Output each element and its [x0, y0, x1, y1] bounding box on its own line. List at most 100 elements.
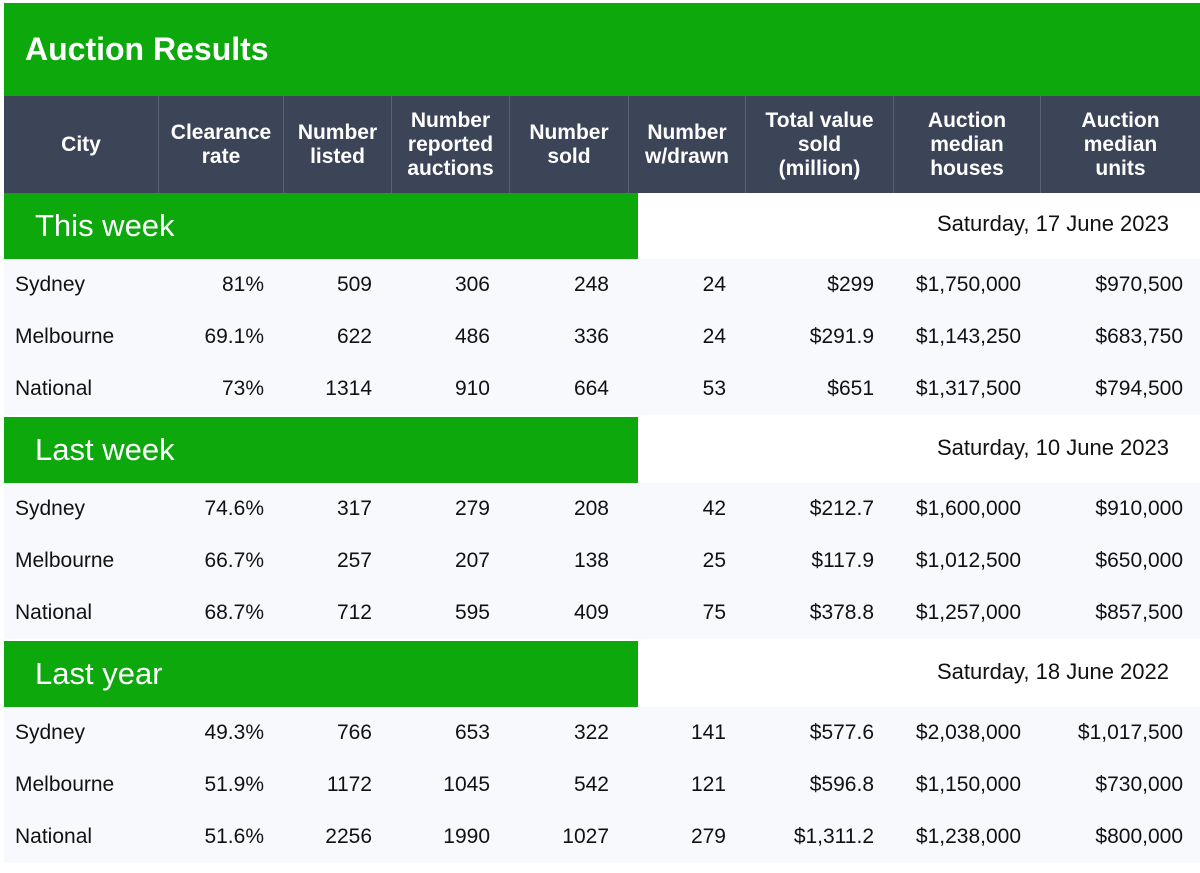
cell-median-houses: $1,750,000 — [915, 273, 1021, 296]
cell-total-value-sold: $117.9 — [811, 549, 874, 572]
cell-clearance-rate: 73% — [221, 377, 264, 400]
cell-median-houses: $1,257,000 — [915, 601, 1021, 624]
cell-clearance-rate: 69.1% — [204, 325, 264, 348]
cell-number-withdrawn: 24 — [702, 273, 726, 296]
column-header-total-value-sold: Total value sold (million) — [746, 96, 894, 193]
cell-median-units: $730,000 — [1095, 773, 1183, 796]
cell-city: Melbourne — [15, 325, 115, 348]
cell-number-sold: 1027 — [562, 825, 609, 848]
cell-total-value-sold: $651 — [827, 377, 874, 400]
column-header-number-reported-auctions: Number reported auctions — [392, 96, 510, 193]
cell-median-houses: $1,150,000 — [915, 773, 1021, 796]
cell-total-value-sold: $596.8 — [809, 773, 874, 796]
cell-number-listed: 257 — [336, 549, 372, 572]
cell-number-listed: 622 — [336, 325, 372, 348]
cell-number-reported-auctions: 653 — [454, 721, 490, 744]
cell-number-sold: 664 — [573, 377, 609, 400]
cell-number-withdrawn: 53 — [702, 377, 726, 400]
cell-number-listed: 712 — [336, 601, 372, 624]
cell-median-houses: $1,238,000 — [915, 825, 1021, 848]
cell-number-withdrawn: 25 — [702, 549, 726, 572]
cell-number-withdrawn: 121 — [690, 773, 726, 796]
table-row: Sydney 81% 509 306 248 24 $299 $1,750,000 $970,5… — [4, 259, 1200, 311]
section-date: Saturday, 17 June 2023 — [937, 211, 1169, 236]
table-row: Melbourne 66.7% 257 207 138 25 $117.9 $1,012,50… — [4, 535, 1200, 587]
cell-number-sold: 138 — [573, 549, 609, 572]
section-band: Last week — [4, 417, 638, 483]
cell-median-houses: $2,038,000 — [915, 721, 1021, 744]
cell-number-listed: 766 — [336, 721, 372, 744]
section-label: Last week — [35, 432, 175, 467]
cell-number-withdrawn: 141 — [690, 721, 726, 744]
section-band: This week — [4, 193, 638, 259]
section-date: Saturday, 10 June 2023 — [937, 435, 1169, 460]
cell-number-reported-auctions: 1045 — [443, 773, 490, 796]
cell-clearance-rate: 68.7% — [204, 601, 264, 624]
column-header-city: City — [4, 96, 159, 193]
section-label: Last year — [35, 656, 163, 691]
column-header-label: Number reported auctions — [407, 108, 494, 180]
cell-median-units: $970,500 — [1095, 273, 1183, 296]
cell-number-reported-auctions: 207 — [454, 549, 490, 572]
column-header-label: City — [61, 132, 101, 156]
table-row: Sydney 49.3% 766 653 322 141 $577.6 $2,038,000 $… — [4, 707, 1200, 759]
cell-clearance-rate: 74.6% — [204, 497, 264, 520]
cell-total-value-sold: $299 — [827, 273, 874, 296]
cell-median-units: $794,500 — [1095, 377, 1183, 400]
cell-median-houses: $1,143,250 — [915, 325, 1021, 348]
section-rows: Sydney 49.3% 766 653 322 141 $577.6 $2,038,000 $… — [4, 707, 1200, 863]
cell-median-houses: $1,317,500 — [915, 377, 1021, 400]
cell-total-value-sold: $212.7 — [809, 497, 874, 520]
column-header-label: Clearance rate — [170, 120, 272, 168]
cell-clearance-rate: 51.6% — [204, 825, 264, 848]
cell-clearance-rate: 81% — [221, 273, 264, 296]
cell-median-units: $683,750 — [1095, 325, 1183, 348]
cell-number-reported-auctions: 1990 — [443, 825, 490, 848]
cell-number-withdrawn: 24 — [702, 325, 726, 348]
cell-median-units: $910,000 — [1095, 497, 1183, 520]
table-row: Melbourne 69.1% 622 486 336 24 $291.9 $1,143,25… — [4, 311, 1200, 363]
cell-median-units: $1,017,500 — [1077, 721, 1183, 744]
column-header-number-sold: Number sold — [510, 96, 629, 193]
table-row: National 68.7% 712 595 409 75 $378.8 $1,257,000… — [4, 587, 1200, 639]
cell-number-sold: 248 — [573, 273, 609, 296]
column-header-label: Number listed — [297, 120, 378, 168]
section-rows: Sydney 81% 509 306 248 24 $299 $1,750,000 $970,5… — [4, 259, 1200, 415]
cell-city: Melbourne — [15, 773, 115, 796]
cell-number-sold: 542 — [573, 773, 609, 796]
cell-number-withdrawn: 75 — [702, 601, 726, 624]
cell-number-reported-auctions: 595 — [454, 601, 490, 624]
table-row: Sydney 74.6% 317 279 208 42 $212.7 $1,600,000 $9… — [4, 483, 1200, 535]
cell-city: National — [15, 601, 93, 624]
section-date: Saturday, 18 June 2022 — [937, 659, 1169, 684]
column-header-median-units: Auction median units — [1041, 96, 1200, 193]
column-header-number-listed: Number listed — [284, 96, 392, 193]
cell-number-reported-auctions: 306 — [454, 273, 490, 296]
cell-number-withdrawn: 42 — [702, 497, 726, 520]
cell-number-sold: 409 — [573, 601, 609, 624]
cell-number-reported-auctions: 279 — [454, 497, 490, 520]
column-header-label: Number w/drawn — [644, 120, 729, 168]
table-row: National 73% 1314 910 664 53 $651 $1,317,500 $79… — [4, 363, 1200, 415]
column-header-label: Auction median houses — [927, 108, 1007, 180]
cell-number-listed: 2256 — [325, 825, 372, 848]
cell-number-listed: 1314 — [325, 377, 372, 400]
cell-number-reported-auctions: 486 — [454, 325, 490, 348]
column-header-label: Auction median units — [1081, 108, 1160, 180]
cell-clearance-rate: 49.3% — [204, 721, 264, 744]
title-bar: Auction Results — [4, 3, 1200, 96]
cell-number-sold: 208 — [573, 497, 609, 520]
table-row: National 51.6% 2256 1990 1027 279 $1,311.2 $1,2… — [4, 811, 1200, 863]
section-rows: Sydney 74.6% 317 279 208 42 $212.7 $1,600,000 $9… — [4, 483, 1200, 639]
cell-total-value-sold: $1,311.2 — [793, 825, 874, 848]
cell-number-listed: 509 — [336, 273, 372, 296]
cell-city: National — [15, 377, 93, 400]
column-header-clearance-rate: Clearance rate — [159, 96, 284, 193]
cell-number-sold: 336 — [573, 325, 609, 348]
cell-city: National — [15, 825, 93, 848]
cell-total-value-sold: $577.6 — [809, 721, 874, 744]
cell-median-houses: $1,600,000 — [915, 497, 1021, 520]
cell-median-units: $650,000 — [1095, 549, 1183, 572]
table-row: Melbourne 51.9% 1172 1045 542 121 $596.8 $1,150… — [4, 759, 1200, 811]
